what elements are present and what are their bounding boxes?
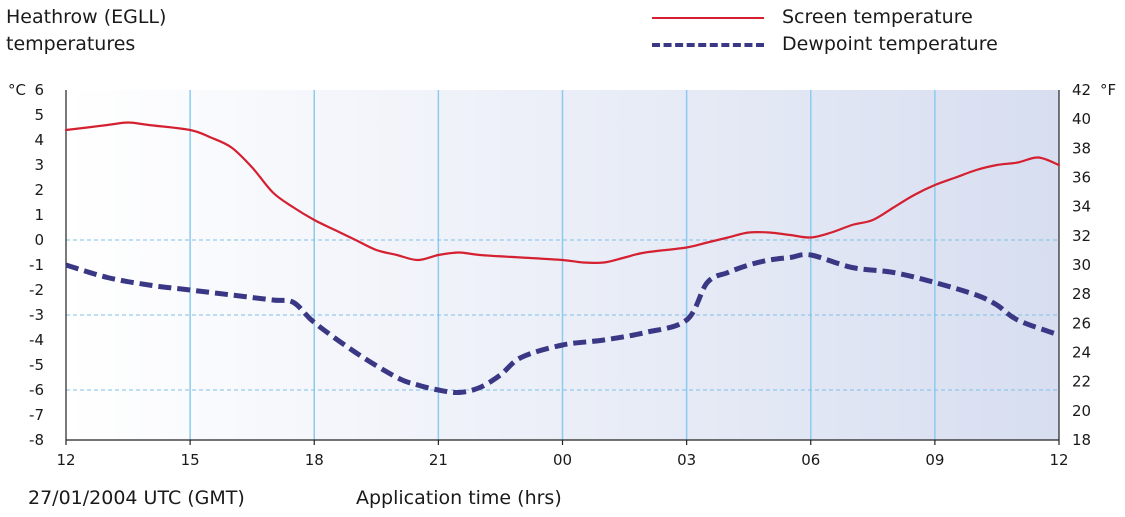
y-right-tick-label: 30 [1072, 256, 1091, 274]
y-right-tick-label: 42 [1072, 81, 1091, 99]
y-left-tick-label: -8 [29, 431, 44, 449]
x-tick-label: 12 [56, 451, 75, 469]
dewpoint-temperature-line [65, 252, 1060, 396]
horizontal-gridlines [66, 239, 1059, 391]
x-axis-title: Application time (hrs) [356, 487, 562, 509]
y-right-tick-label: 20 [1072, 402, 1091, 420]
y-left-tick-label: 2 [34, 181, 44, 199]
y-right-tick-label: 34 [1072, 198, 1091, 216]
y-left-tick-label: -3 [29, 306, 44, 324]
y-left-tick-label: 1 [34, 206, 44, 224]
y-left-tick-label: -6 [29, 381, 44, 399]
y-right-tick-label: 36 [1072, 169, 1091, 187]
x-tick-label: 15 [181, 451, 200, 469]
y-right-tick-label: 26 [1072, 314, 1091, 332]
legend-swatch-dewpoint [652, 43, 764, 47]
y-left-tick-label: 6 [34, 81, 44, 99]
x-tick-label: 03 [677, 451, 696, 469]
x-tick-label: 09 [925, 451, 944, 469]
tick-labels: 12 15 18 21 00 03 06 09 12-8-7-6-5-4-3-2-1012345… [29, 81, 1091, 469]
x-tick-label: 21 [429, 451, 448, 469]
y-left-tick-label: -5 [29, 356, 44, 374]
y-left-tick-label: -4 [29, 331, 44, 349]
series-lines [64, 121, 1061, 396]
y-left-unit: °C [8, 81, 26, 99]
chart-title: Heathrow (EGLL) temperatures [6, 4, 166, 58]
y-right-tick-label: 18 [1072, 431, 1091, 449]
x-tick-label: 12 [1049, 451, 1068, 469]
legend-label-dewpoint: Dewpoint temperature [782, 33, 998, 55]
footer-date: 27/01/2004 UTC (GMT) [28, 487, 245, 509]
y-left-tick-label: -2 [29, 281, 44, 299]
y-right-tick-label: 38 [1072, 139, 1091, 157]
y-right-unit: °F [1100, 81, 1116, 99]
y-left-tick-label: -7 [29, 406, 44, 424]
legend-swatch-screen [652, 17, 764, 19]
y-right-tick-label: 22 [1072, 373, 1091, 391]
y-right-tick-label: 32 [1072, 227, 1091, 245]
y-left-tick-label: 4 [34, 131, 44, 149]
y-left-tick-label: -1 [29, 256, 44, 274]
y-left-tick-label: 5 [34, 106, 44, 124]
legend-label-screen: Screen temperature [782, 6, 973, 28]
axis-units: °C °F [8, 81, 1116, 99]
x-tick-label: 06 [801, 451, 820, 469]
screen-temperature-line [64, 121, 1061, 265]
y-left-tick-label: 0 [34, 231, 44, 249]
y-right-tick-label: 28 [1072, 285, 1091, 303]
chart-title-line-1: Heathrow (EGLL) [6, 6, 167, 28]
vertical-gridlines [189, 90, 936, 440]
x-tick-label: 00 [553, 451, 572, 469]
x-tick-label: 18 [305, 451, 324, 469]
y-right-tick-label: 40 [1072, 110, 1091, 128]
y-left-tick-label: 3 [34, 156, 44, 174]
y-right-tick-label: 24 [1072, 344, 1091, 362]
chart-title-line-2: temperatures [6, 33, 136, 55]
